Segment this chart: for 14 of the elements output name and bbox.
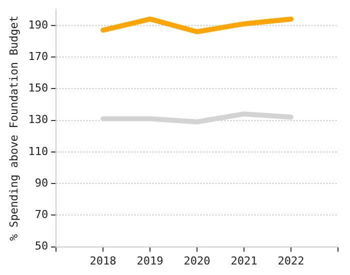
x-tick-label: 2021 [230,254,258,268]
y-tick-label: 190 [28,18,48,32]
y-tick-label: 110 [28,144,48,158]
y-tick-label: 170 [28,50,48,63]
y-tick-label: 90 [34,176,48,190]
y-axis-title: % Spending above Foundation Budget [7,16,20,241]
x-tick-label: 2019 [136,254,164,268]
y-tick-label: 150 [28,82,48,95]
y-tick-label: 130 [28,113,48,126]
x-tick-label: 2020 [184,254,210,268]
x-tick-label: 2018 [90,254,116,268]
y-tick-label: 70 [34,208,48,222]
y-tick-label: 50 [34,240,48,253]
x-tick-label: 2022 [278,254,304,268]
